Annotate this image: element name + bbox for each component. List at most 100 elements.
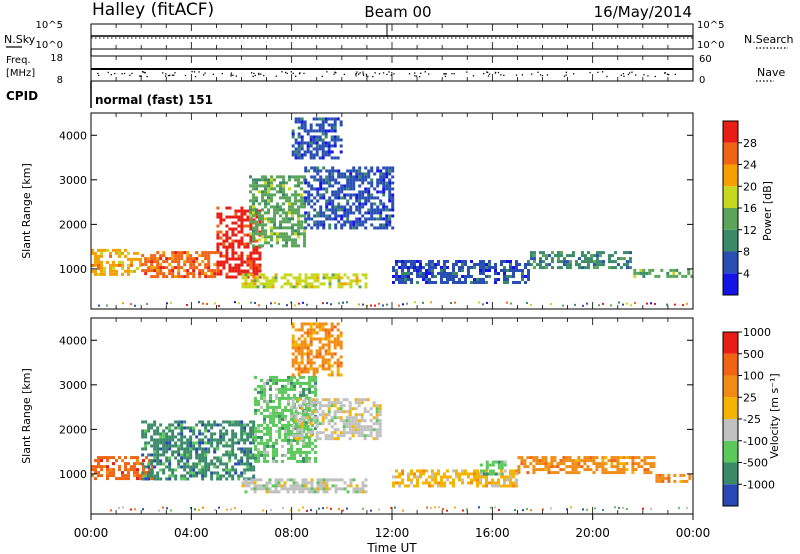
heatmap-cell [398, 281, 401, 284]
heatmap-cell [330, 355, 334, 359]
heatmap-cell [252, 429, 256, 433]
heatmap-cell [159, 438, 163, 442]
heatmap-cell [198, 444, 202, 448]
heatmap-cell [382, 217, 386, 221]
nave-point [378, 73, 381, 75]
heatmap-cell [264, 223, 268, 227]
heatmap-cell [494, 278, 497, 281]
heatmap-cell [252, 453, 256, 457]
heatmap-cell [293, 393, 297, 397]
heatmap-cell [198, 441, 202, 445]
heatmap-cell [289, 285, 293, 289]
heatmap-cell [553, 459, 557, 463]
heatmap-cell [316, 285, 320, 289]
heatmap-cell [165, 450, 169, 454]
ground-scatter-cell [230, 508, 232, 511]
heatmap-cell [375, 416, 379, 420]
heatmap-cell [159, 257, 163, 261]
heatmap-cell [189, 456, 193, 460]
heatmap-cell [669, 268, 673, 272]
heatmap-cell [237, 239, 241, 243]
heatmap-cell [348, 413, 352, 417]
ground-scatter-cell [306, 303, 308, 306]
heatmap-cell [300, 202, 304, 206]
heatmap-cell [345, 425, 349, 429]
heatmap-cell [253, 484, 257, 488]
heatmap-cell [291, 364, 295, 368]
heatmap-cell [500, 469, 503, 473]
heatmap-cell [124, 254, 127, 258]
heatmap-cell [388, 190, 392, 194]
heatmap-cell [153, 444, 157, 448]
y-tick-label: 2000 [59, 423, 87, 436]
heatmap-cell [562, 257, 566, 261]
heatmap-cell [278, 429, 282, 433]
heatmap-cell [283, 484, 287, 488]
heatmap-cell [512, 475, 515, 479]
heatmap-cell [512, 481, 515, 485]
heatmap-cell [682, 473, 686, 477]
heatmap-cell [646, 471, 650, 475]
nsearch-tick-top: 10^5 [697, 20, 724, 31]
heatmap-cell [294, 355, 298, 359]
heatmap-cell [159, 453, 163, 457]
ground-scatter-cell [282, 506, 284, 509]
heatmap-cell [255, 196, 259, 200]
heatmap-cell [321, 358, 325, 362]
ground-scatter-cell [142, 508, 144, 511]
heatmap-cell [273, 214, 277, 218]
heatmap-cell [290, 429, 294, 433]
heatmap-cell [315, 416, 319, 420]
heatmap-cell [100, 266, 103, 270]
heatmap-cell [171, 429, 175, 433]
heatmap-cell [631, 465, 635, 469]
heatmap-cell [240, 435, 244, 439]
heatmap-cell [419, 272, 422, 275]
heatmap-cell [288, 202, 292, 206]
heatmap-cell [258, 184, 262, 188]
heatmap-cell [97, 462, 100, 466]
ground-scatter-cell [106, 304, 108, 307]
heatmap-cell [308, 399, 312, 403]
heatmap-cell [314, 405, 318, 409]
heatmap-cell [651, 268, 655, 272]
heatmap-cell [253, 276, 257, 280]
heatmap-cell [162, 266, 166, 270]
heatmap-cell [219, 263, 223, 267]
heatmap-cell [479, 263, 482, 266]
heatmap-cell [658, 476, 662, 480]
heatmap-cell [485, 478, 488, 482]
heatmap-cell [307, 169, 311, 173]
heatmap-cell [222, 474, 226, 478]
heatmap-cell [440, 478, 443, 482]
heatmap-cell [284, 378, 288, 382]
heatmap-cell [300, 153, 304, 157]
heatmap-cell [156, 251, 160, 255]
heatmap-cell [485, 263, 488, 266]
heatmap-cell [325, 178, 329, 182]
heatmap-cell [127, 468, 130, 472]
heatmap-cell [219, 459, 223, 463]
heatmap-cell [562, 462, 566, 466]
heatmap-cell [252, 420, 256, 424]
heatmap-cell [517, 471, 521, 475]
heatmap-cell [264, 199, 268, 203]
heatmap-cell [339, 355, 343, 359]
heatmap-cell [518, 263, 521, 266]
heatmap-cell [285, 193, 289, 197]
heatmap-cell [144, 420, 148, 424]
heatmap-cell [267, 190, 271, 194]
heatmap-cell [379, 172, 383, 176]
heatmap-cell [290, 405, 294, 409]
heatmap-cell [355, 199, 359, 203]
heatmap-cell [330, 401, 334, 405]
ground-scatter-cell [342, 301, 344, 304]
heatmap-cell [419, 266, 422, 269]
heatmap-cell [360, 416, 364, 420]
heatmap-cell [252, 272, 256, 276]
heatmap-cell [565, 471, 569, 475]
heatmap-cell [306, 343, 310, 347]
heatmap-cell [100, 468, 103, 472]
heatmap-cell [461, 266, 464, 269]
ground-scatter-cell [302, 301, 304, 304]
